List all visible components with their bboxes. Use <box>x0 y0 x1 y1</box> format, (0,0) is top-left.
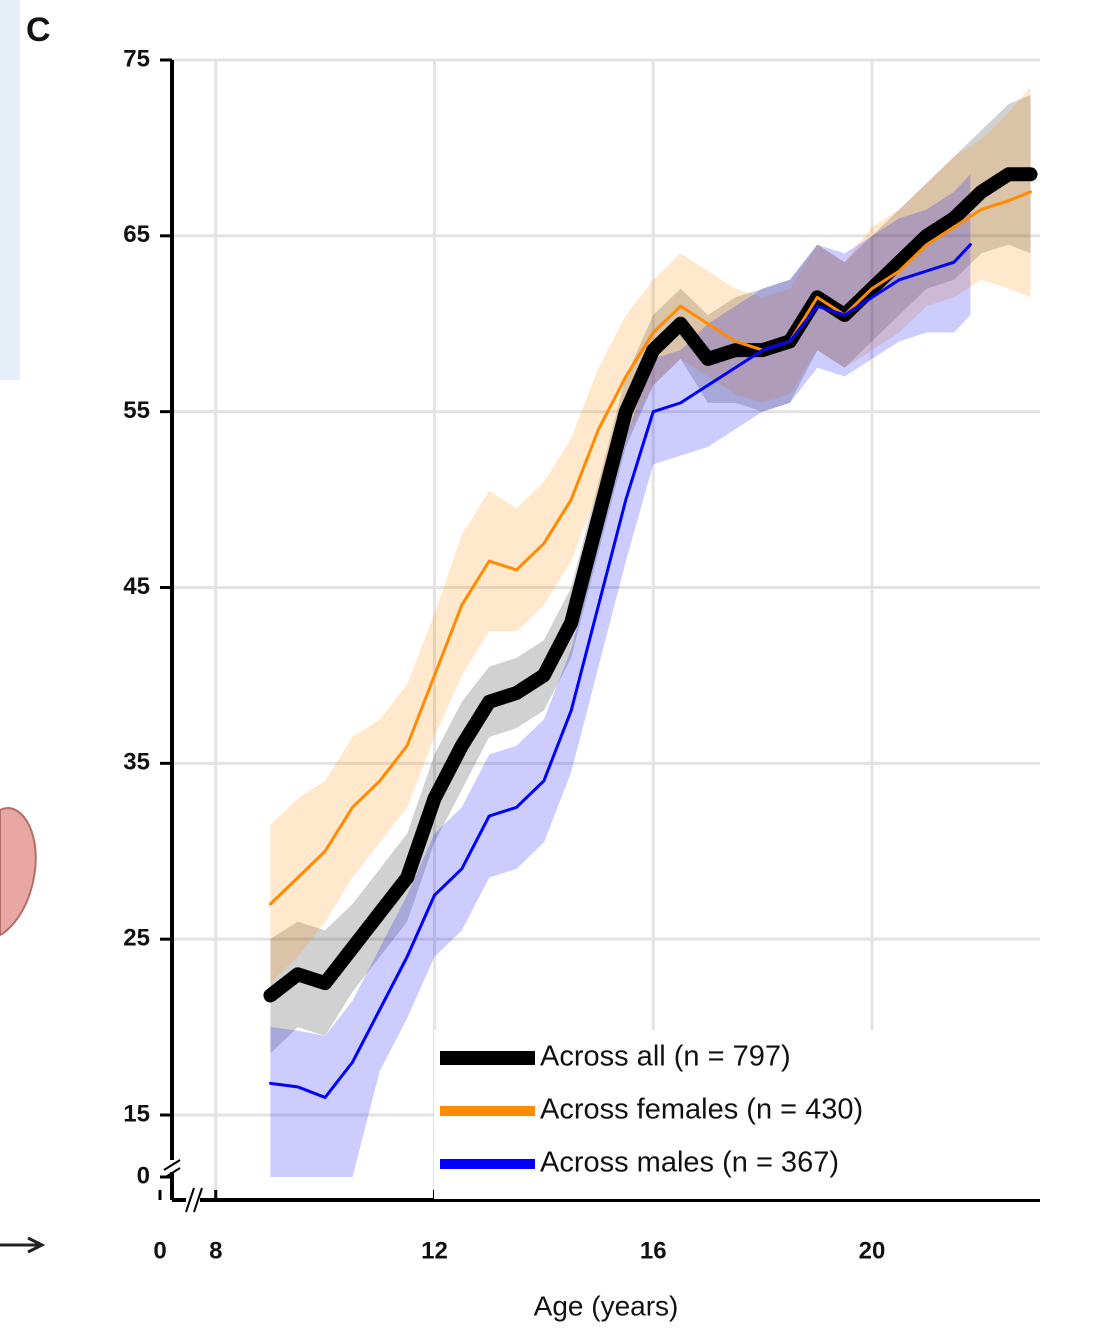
neighbor-panel <box>0 0 20 380</box>
x-tick-label: 12 <box>421 1237 448 1264</box>
legend-label: Across all (n = 797) <box>540 1041 791 1073</box>
y-tick-label: 35 <box>123 749 150 776</box>
y-tick-label: 55 <box>123 397 150 424</box>
panel-label: C <box>26 11 51 49</box>
neighbor-arrow <box>0 1236 46 1254</box>
legend: Across all (n = 797) Across females (n = … <box>434 1030 1074 1199</box>
y-tick-label: 75 <box>123 45 150 72</box>
neighbor-shape <box>0 807 37 937</box>
y-tick-label: 0 <box>137 1162 150 1189</box>
x-break <box>185 1187 203 1213</box>
y-tick-label: 45 <box>123 573 150 600</box>
confidence-band <box>270 174 971 1177</box>
confidence-band <box>270 95 1031 1054</box>
axes: 0 15 25 35 45 55 65 75 0 8 12 16 20 <box>123 45 1040 1264</box>
x-tick-label: 16 <box>640 1237 667 1264</box>
lines <box>263 167 1038 1099</box>
x-tick-label: 20 <box>859 1237 886 1264</box>
x-axis-label: Age (years) <box>534 1290 679 1321</box>
y-tick-label: 15 <box>123 1100 150 1127</box>
series-line <box>263 167 1038 1003</box>
legend-label: Across females (n = 430) <box>540 1094 863 1126</box>
y-tick-label: 65 <box>123 221 150 248</box>
x-tick-label: 8 <box>209 1237 222 1264</box>
legend-label: Across males (n = 367) <box>540 1147 839 1179</box>
y-tick-label: 25 <box>123 925 150 952</box>
legend-background <box>434 1030 1074 1199</box>
series-line <box>268 243 972 1099</box>
x-tick-label: 0 <box>153 1237 166 1264</box>
series-line <box>268 190 1033 906</box>
